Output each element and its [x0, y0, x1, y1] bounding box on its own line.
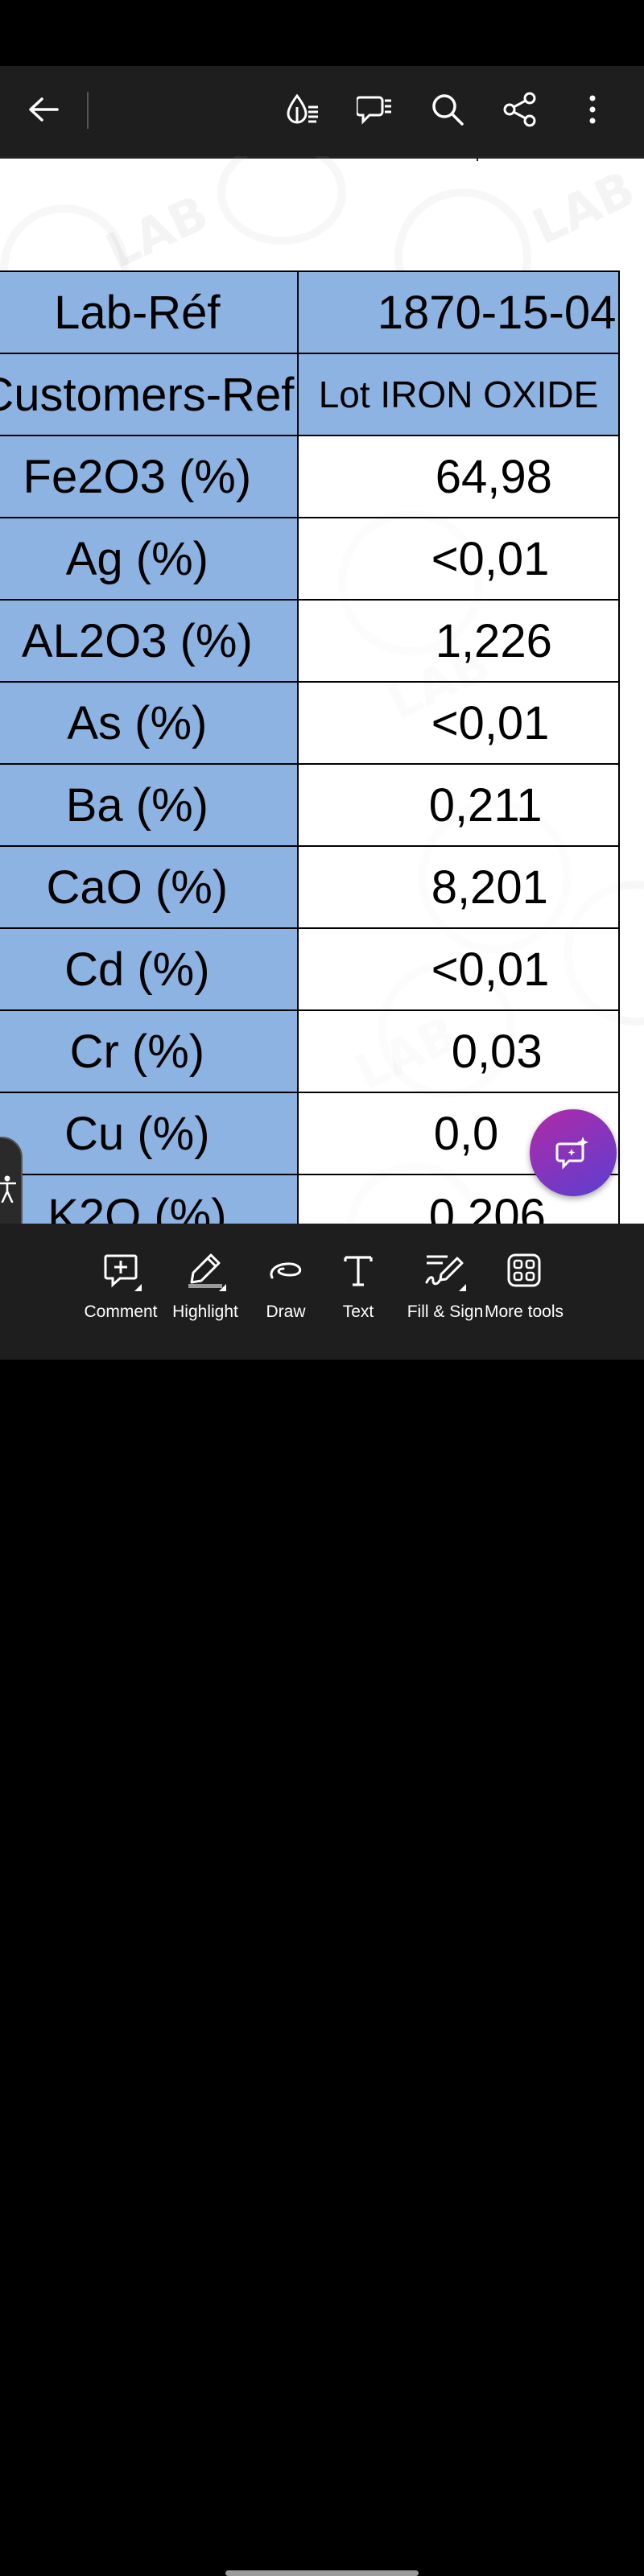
row-value: Lot IRON OXIDE — [296, 353, 621, 436]
row-label: K2O (%) — [0, 1174, 299, 1224]
reading-mode-icon[interactable] — [282, 89, 324, 130]
row-value-text: 8,201 — [431, 861, 548, 914]
row-label: Ag (%) — [0, 517, 299, 601]
row-label: Customers-Ref — [0, 353, 299, 436]
row-value: 0,03 — [296, 1009, 621, 1093]
table-row: Ag (%) <0,01 — [0, 517, 621, 601]
row-value: 0,206 — [296, 1174, 621, 1224]
row-value: <0,01 — [296, 517, 621, 601]
row-value-text: 0,03 — [451, 1025, 543, 1078]
fill-sign-tool-button[interactable]: Fill & Sign — [401, 1248, 489, 1328]
bottom-toolbar: Comment Highlight Draw Text Fill & Sign … — [0, 1224, 644, 2576]
row-value: 8,201 — [296, 845, 621, 929]
row-value: 0,211 — [296, 763, 621, 847]
share-icon[interactable] — [499, 89, 541, 130]
analysis-table: Lab-Réf 1870-15-04 Customers-Ref Lot IRON O… — [0, 270, 621, 1224]
row-label: Cr (%) — [0, 1009, 299, 1093]
home-indicator[interactable] — [225, 2570, 419, 2576]
row-label: Lab-Réf — [0, 270, 299, 354]
table-row: Ba (%) 0,211 — [0, 763, 621, 847]
fill-sign-tool-label: Fill & Sign — [407, 1302, 484, 1321]
status-bar — [0, 0, 644, 66]
table-row: Fe2O3 (%) 64,98 — [0, 435, 621, 518]
table-row: Cd (%) <0,01 — [0, 927, 621, 1011]
table-row: K2O (%) 0,206 — [0, 1174, 621, 1224]
row-label: Fe2O3 (%) — [0, 435, 299, 518]
row-label: Ba (%) — [0, 763, 299, 847]
highlight-tool-button[interactable]: Highlight — [165, 1248, 246, 1328]
table-row: Customers-Ref Lot IRON OXIDE — [0, 353, 621, 436]
more-tools-button[interactable]: More tools — [483, 1248, 565, 1328]
toolbar-divider — [87, 92, 89, 129]
row-value: 1870-15-04 — [296, 270, 621, 354]
row-label: CaO (%) — [0, 845, 299, 929]
search-icon[interactable] — [427, 89, 469, 130]
grid-icon — [502, 1248, 547, 1293]
table-row: CaO (%) 8,201 — [0, 845, 621, 929]
table-row: As (%) <0,01 — [0, 681, 621, 765]
draw-loop-icon — [263, 1248, 308, 1293]
ai-assistant-button[interactable] — [530, 1109, 617, 1196]
comments-list-icon[interactable] — [354, 89, 396, 130]
row-value-text: <0,01 — [431, 696, 550, 749]
row-label: Cd (%) — [0, 927, 299, 1011]
text-t-icon — [336, 1248, 381, 1293]
more-vertical-icon[interactable] — [572, 89, 613, 130]
highlight-tool-label: Highlight — [172, 1302, 238, 1321]
draw-tool-label: Draw — [266, 1302, 306, 1321]
more-tools-label: More tools — [484, 1302, 564, 1321]
row-value: 1,226 — [296, 599, 621, 683]
row-value-text: Lot IRON OXIDE — [318, 374, 599, 415]
row-value-text: 0,0 — [433, 1107, 499, 1160]
row-value: 64,98 — [296, 435, 621, 518]
row-value: <0,01 — [296, 681, 621, 765]
back-arrow-icon[interactable] — [24, 90, 63, 129]
row-value-text: <0,01 — [431, 943, 550, 996]
page-border-tick — [477, 156, 478, 161]
row-label: As (%) — [0, 681, 299, 765]
ai-chat-sparkle-icon — [555, 1137, 588, 1170]
row-value-text: 0,211 — [428, 778, 543, 832]
comment-tool-button[interactable]: Comment — [80, 1248, 161, 1328]
draw-tool-button[interactable]: Draw — [250, 1248, 322, 1328]
row-value: <0,01 — [296, 927, 621, 1011]
row-value-text: <0,01 — [431, 532, 550, 585]
row-label: Cu (%) — [0, 1092, 299, 1175]
row-value-text: 1870-15-04 — [377, 286, 617, 339]
row-value-text: 64,98 — [435, 450, 552, 503]
highlight-pen-icon — [183, 1248, 228, 1293]
table-row: Lab-Réf 1870-15-04 — [0, 270, 621, 354]
table-row: Cr (%) 0,03 — [0, 1009, 621, 1093]
comment-add-icon — [98, 1248, 143, 1293]
text-tool-button[interactable]: Text — [326, 1248, 390, 1328]
row-value-text: 0,206 — [428, 1189, 546, 1224]
row-value-text: 1,226 — [435, 614, 552, 667]
table-row: Cu (%) 0,0 — [0, 1092, 621, 1175]
text-tool-label: Text — [342, 1302, 374, 1321]
pdf-document-view[interactable]: LAB LAB LAB LAB Lab-Réf1870-15-04Custome… — [0, 156, 644, 1224]
table-row: AL2O3 (%) 1,226 — [0, 599, 621, 683]
comment-tool-label: Comment — [84, 1302, 158, 1321]
row-label: AL2O3 (%) — [0, 599, 299, 683]
top-toolbar — [0, 66, 644, 156]
fill-sign-icon — [423, 1248, 468, 1293]
